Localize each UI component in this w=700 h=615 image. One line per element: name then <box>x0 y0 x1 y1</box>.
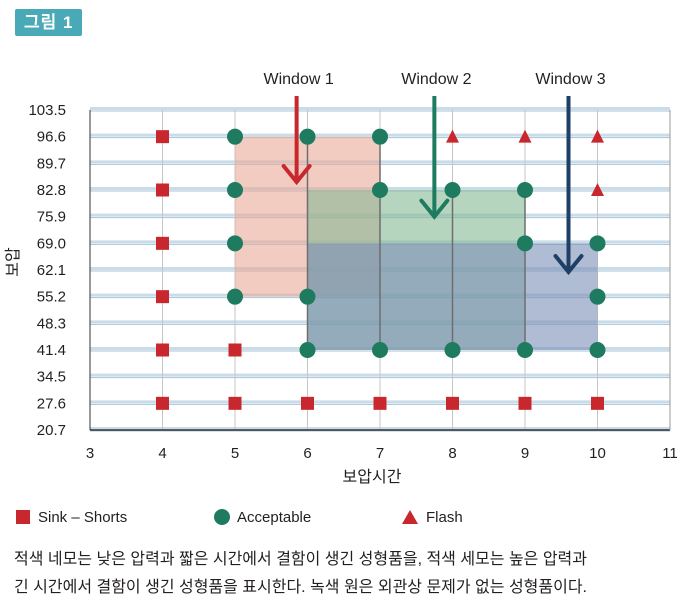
caption-line-2: 긴 시간에서 결함이 생긴 성형품을 표시한다. 녹색 원은 외관상 문제가 없… <box>14 579 587 596</box>
x-tick-label: 9 <box>521 445 529 462</box>
y-tick-label: 20.7 <box>37 422 66 439</box>
y-axis-label: 보압 <box>3 247 22 277</box>
acceptable-marker <box>299 288 316 305</box>
acceptable-marker <box>227 288 243 305</box>
square-marker-icon <box>16 510 30 524</box>
x-tick-label: 8 <box>448 445 456 462</box>
flash-marker <box>591 183 604 196</box>
x-tick-label: 4 <box>158 445 166 462</box>
sink-shorts-marker <box>156 343 169 357</box>
y-tick-label: 34.5 <box>37 369 66 386</box>
sink-shorts-marker <box>373 396 387 410</box>
y-tick-label: 89.7 <box>37 155 66 172</box>
window-label-3: Window 3 <box>535 71 605 88</box>
x-tick-label: 7 <box>376 445 384 462</box>
y-tick-label: 55.2 <box>37 289 66 306</box>
x-axis-label: 보압시간 <box>343 467 402 486</box>
sink-shorts-marker <box>301 396 314 410</box>
x-tick-label: 3 <box>86 445 94 462</box>
sink-shorts-marker <box>228 396 242 410</box>
y-tick-label: 48.3 <box>37 315 66 332</box>
x-tick-label: 11 <box>662 445 678 462</box>
window-label-1: Window 1 <box>264 71 334 88</box>
window-arrow-head <box>281 164 312 186</box>
y-tick-label: 96.6 <box>37 129 66 146</box>
y-tick-label: 82.8 <box>37 182 66 199</box>
window-arrow-head <box>553 254 584 276</box>
acceptable-marker <box>589 288 606 305</box>
sink-shorts-marker <box>156 236 169 250</box>
flash-marker <box>518 129 532 143</box>
x-tick-label: 10 <box>589 445 606 462</box>
acceptable-marker <box>372 342 388 358</box>
legend-item-flash: Flash <box>402 506 463 528</box>
triangle-marker-icon <box>402 510 418 524</box>
figure-caption: 적색 네모는 낮은 압력과 짧은 시간에서 결함이 생긴 성형품을, 적색 세모… <box>14 546 694 602</box>
legend-item-sink-shorts: Sink – Shorts <box>16 506 127 528</box>
y-tick-label: 27.6 <box>37 395 66 412</box>
scatter-chart: 3 4 5 6 7 8 9 10 11 103.5 96.6 89.7 82.8 75.9 69.0 62.1… <box>3 71 678 486</box>
sink-shorts-marker <box>156 396 169 410</box>
sink-shorts-marker <box>156 290 169 304</box>
acceptable-marker <box>299 128 316 145</box>
flash-marker <box>591 129 604 143</box>
acceptable-marker <box>227 182 243 198</box>
window-label-2: Window 2 <box>401 71 471 88</box>
y-tick-label: 69.0 <box>37 235 66 252</box>
legend-label-sink-shorts: Sink – Shorts <box>38 508 128 526</box>
flash-marker <box>446 129 459 143</box>
figure-label: 그림 1 <box>15 9 83 36</box>
window-arrow-head <box>419 198 450 220</box>
acceptable-marker <box>227 128 243 145</box>
acceptable-marker <box>589 235 606 252</box>
circle-marker-icon <box>214 509 230 525</box>
acceptable-marker <box>372 182 388 198</box>
acceptable-marker <box>517 235 533 252</box>
sink-shorts-marker <box>591 396 604 410</box>
caption-line-1: 적색 네모는 낮은 압력과 짧은 시간에서 결함이 생긴 성형품을, 적색 세모… <box>14 551 587 568</box>
acceptable-marker <box>589 342 606 358</box>
legend-label-acceptable: Acceptable <box>237 508 312 526</box>
y-tick-label: 41.4 <box>37 342 66 359</box>
acceptable-marker <box>372 128 388 145</box>
y-tick-label: 75.9 <box>37 209 66 226</box>
acceptable-marker <box>517 182 533 198</box>
legend-item-acceptable: Acceptable <box>214 506 311 528</box>
sink-shorts-marker <box>156 183 169 197</box>
x-tick-label: 5 <box>231 445 239 462</box>
x-tick-label: 6 <box>303 445 311 462</box>
sink-shorts-marker <box>156 130 169 144</box>
legend: Sink – Shorts Acceptable Flash <box>0 506 700 528</box>
sink-shorts-marker <box>518 396 532 410</box>
acceptable-marker <box>299 342 316 358</box>
sink-shorts-marker <box>228 343 242 357</box>
y-tick-label: 62.1 <box>37 262 66 279</box>
legend-label-flash: Flash <box>426 508 463 526</box>
acceptable-marker <box>517 342 533 358</box>
sink-shorts-marker <box>446 396 459 410</box>
acceptable-marker <box>444 342 461 358</box>
acceptable-marker <box>444 182 461 198</box>
y-tick-label: 103.5 <box>28 102 66 119</box>
acceptable-marker <box>227 235 243 252</box>
